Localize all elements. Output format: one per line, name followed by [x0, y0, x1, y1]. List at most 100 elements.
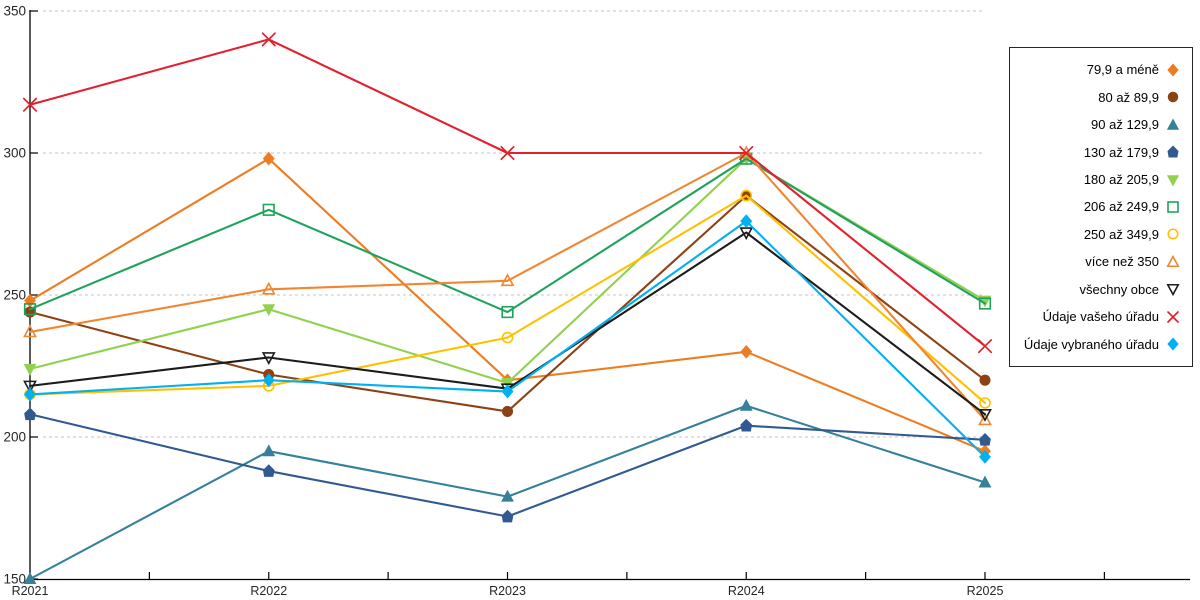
marker-pentagon — [24, 407, 36, 421]
legend-marker-triangle-up-icon — [1166, 118, 1180, 130]
marker-triangle-down — [261, 352, 276, 365]
series-line-udaje-vybraneho-uradu — [28, 220, 987, 458]
marker-diamond — [740, 214, 753, 229]
marker-square — [978, 297, 992, 310]
legend-marker-triangle-down-icon — [1166, 284, 1180, 297]
legend-label: 130 až 179,9 — [1083, 144, 1159, 160]
marker-x — [977, 339, 993, 354]
series-line-udaje-vaseho-uradu — [28, 38, 987, 348]
y-axis-label: 350 — [3, 4, 26, 19]
marker-triangle-up — [1166, 254, 1180, 267]
chart-legend: 79,9 a méně 80 až 89,9 90 až 129,9 130 až 1… — [1009, 47, 1193, 367]
marker-circle — [1167, 228, 1179, 240]
legend-label: Údaje vašeho úřadu — [1042, 309, 1159, 325]
legend-item-90-az-129-9: 90 až 129,9 — [1018, 117, 1181, 133]
legend-item-250-az-349-9: 250 až 349,9 — [1018, 226, 1181, 242]
legend-label: 206 až 249,9 — [1083, 199, 1159, 215]
series-markers-90-az-129-9 — [23, 398, 992, 585]
y-axis-label: 250 — [3, 288, 26, 303]
series-markers-udaje-vybraneho-uradu — [24, 214, 991, 464]
marker-x — [739, 145, 754, 161]
legend-item-180-az-205-9: 180 až 205,9 — [1018, 172, 1181, 188]
marker-circle — [979, 397, 991, 409]
legend-label: Údaje vybraného úřadu — [1023, 336, 1159, 352]
marker-x — [500, 145, 515, 161]
x-axis-label: R2023 — [489, 584, 526, 598]
legend-label: všechny obce — [1079, 281, 1160, 297]
marker-diamond — [24, 387, 36, 402]
series-markers-130-az-179-9 — [24, 407, 991, 523]
marker-diamond — [979, 450, 991, 464]
marker-triangle-up — [262, 444, 276, 457]
marker-pentagon — [262, 464, 275, 477]
marker-circle — [501, 405, 514, 417]
marker-triangle-up — [978, 412, 992, 426]
legend-label: více než 350 — [1085, 254, 1159, 270]
marker-triangle-up — [1166, 118, 1180, 130]
marker-diamond — [262, 373, 275, 388]
legend-marker-x-icon — [1167, 310, 1179, 323]
marker-triangle-down — [262, 304, 276, 317]
legend-label: 80 až 89,9 — [1098, 89, 1159, 105]
marker-x — [261, 32, 276, 47]
legend-item-udaje-vybraneho-uradu: Údaje vybraného úřadu — [1018, 336, 1181, 352]
legend-item-vsechny-obce: všechny obce — [1018, 281, 1181, 297]
marker-pentagon — [501, 509, 514, 523]
legend-item-130-az-179-9: 130 až 179,9 — [1018, 144, 1181, 160]
legend-label: 90 až 129,9 — [1091, 117, 1159, 133]
x-axis-label: R2022 — [250, 584, 287, 598]
x-axis-label: R2024 — [728, 584, 765, 598]
marker-pentagon — [979, 433, 991, 446]
legend-label: 79,9 a méně — [1086, 62, 1159, 78]
marker-pentagon — [1167, 145, 1179, 158]
x-axis-label: R2021 — [12, 584, 49, 598]
marker-square — [501, 305, 514, 319]
legend-marker-circle-icon — [1167, 228, 1179, 240]
x-axis-label: R2025 — [967, 584, 1004, 598]
series-markers-udaje-vaseho-uradu — [22, 32, 993, 354]
marker-triangle-up — [501, 489, 514, 502]
legend-marker-diamond-icon — [1167, 63, 1179, 77]
legend-item-80-az-89-9: 80 až 89,9 — [1018, 89, 1181, 105]
y-axis-label: 300 — [3, 146, 26, 161]
series-markers-206-az-249-9 — [23, 152, 992, 319]
legend-marker-diamond-icon — [1167, 337, 1179, 351]
legend-marker-triangle-up-icon — [1166, 254, 1180, 267]
marker-triangle-up — [500, 273, 515, 287]
marker-circle — [501, 331, 514, 344]
marker-triangle-up — [23, 572, 37, 585]
marker-circle — [740, 189, 753, 202]
legend-marker-triangle-down-icon — [1166, 174, 1180, 187]
marker-square — [1167, 201, 1179, 213]
legend-marker-square-icon — [1167, 201, 1179, 213]
marker-triangle-up — [261, 281, 276, 295]
legend-label: 180 až 205,9 — [1083, 172, 1159, 188]
marker-triangle-down — [978, 408, 992, 422]
marker-diamond — [740, 344, 753, 359]
marker-diamond — [1167, 337, 1179, 351]
y-axis-label: 200 — [3, 430, 26, 445]
legend-item-206-az-249-9: 206 až 249,9 — [1018, 199, 1181, 215]
series-line-206-az-249-9 — [28, 157, 987, 314]
marker-triangle-up — [739, 398, 753, 411]
y-axis-label: 150 — [3, 572, 26, 587]
marker-triangle-up — [23, 324, 37, 338]
marker-diamond — [24, 293, 36, 308]
marker-pentagon — [740, 418, 753, 432]
marker-triangle-up — [978, 475, 992, 488]
legend-item-udaje-vaseho-uradu: Údaje vašeho úřadu — [1018, 309, 1181, 325]
marker-square — [23, 303, 37, 316]
marker-square — [262, 203, 275, 216]
series-line-vice-nez-350 — [28, 151, 987, 422]
marker-x — [1167, 310, 1179, 323]
marker-diamond — [501, 384, 514, 399]
legend-item-79-9-a-mene: 79,9 a méně — [1018, 62, 1181, 78]
marker-circle — [979, 374, 991, 386]
marker-triangle-down — [1166, 284, 1180, 297]
legend-label: 250 až 349,9 — [1083, 226, 1159, 242]
marker-triangle-down — [1166, 174, 1180, 187]
legend-marker-pentagon-icon — [1167, 145, 1179, 158]
marker-triangle-down — [23, 380, 37, 394]
